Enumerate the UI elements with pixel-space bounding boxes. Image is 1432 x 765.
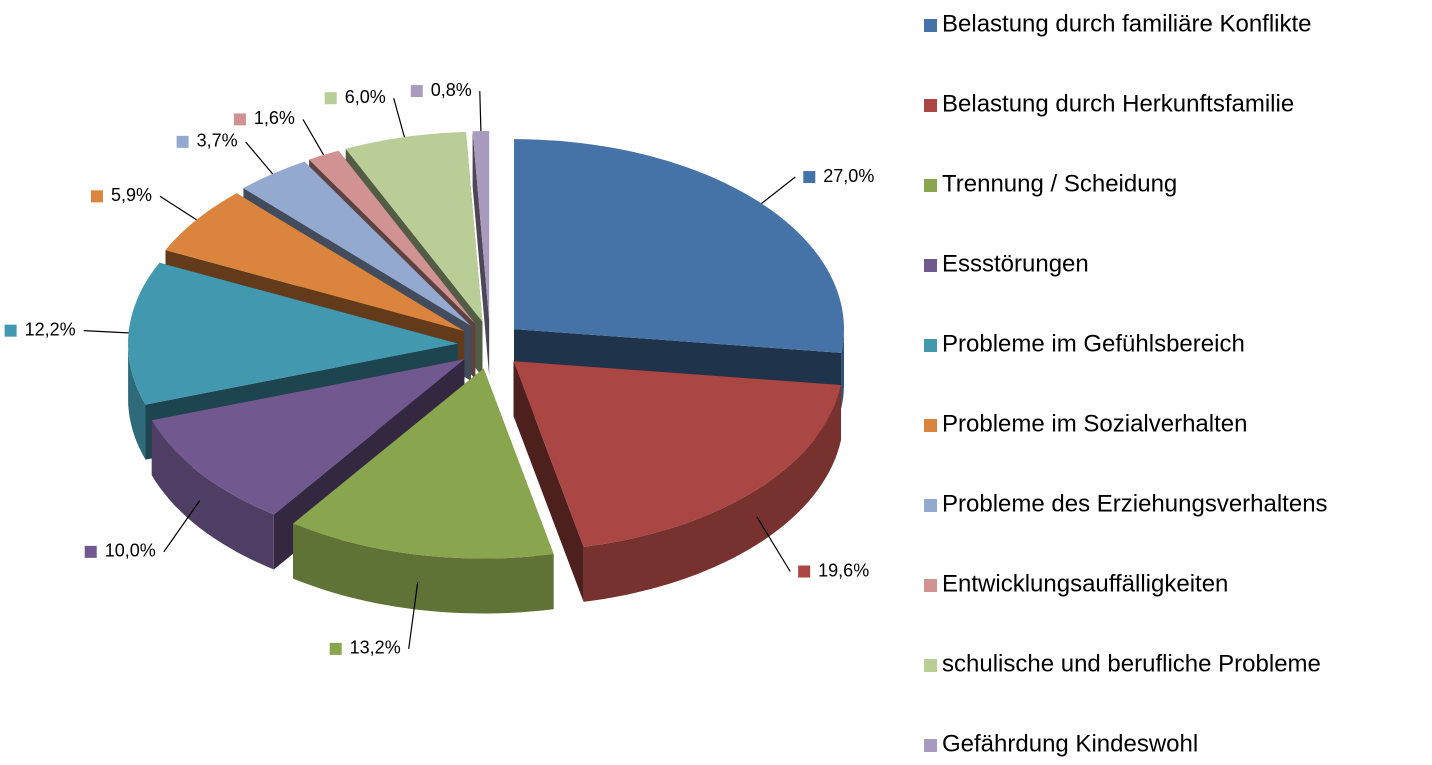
legend-swatch — [924, 19, 937, 32]
leader-line — [302, 119, 325, 156]
slice-top — [243, 161, 471, 326]
legend-label: Belastung durch familiäre Konflikte — [942, 10, 1312, 37]
data-label-swatch — [233, 113, 246, 126]
data-label: 1,6% — [254, 108, 295, 128]
data-label-swatch — [803, 171, 816, 184]
slice-side — [841, 329, 844, 408]
slice-top — [293, 368, 554, 559]
slice-top — [472, 131, 490, 321]
legend-swatch — [924, 179, 937, 192]
slice-side — [293, 523, 554, 614]
data-label-swatch — [329, 642, 342, 655]
leader-line — [159, 195, 197, 221]
slice-top — [128, 262, 459, 405]
slice-top — [514, 139, 844, 353]
legend-label: Probleme im Gefühlsbereich — [942, 330, 1245, 357]
legend-label: Essstörungen — [942, 250, 1089, 277]
data-label-swatch — [90, 190, 103, 203]
slice-top — [345, 131, 483, 322]
slice-top — [165, 193, 465, 331]
legend-label: Trennung / Scheidung — [942, 170, 1177, 197]
data-label: 10,0% — [105, 541, 156, 561]
legend-label: Gefährdung Kindeswohl — [942, 730, 1198, 757]
slice — [513, 361, 841, 602]
leader-line — [479, 91, 482, 132]
data-label-swatch — [176, 135, 189, 148]
leader-line — [393, 98, 405, 138]
slice — [293, 368, 554, 614]
data-label: 13,2% — [350, 638, 401, 658]
leader-line — [408, 582, 419, 649]
leader-line — [761, 176, 796, 204]
legend-swatch — [924, 739, 937, 752]
legend-label: schulische und berufliche Probleme — [942, 650, 1321, 677]
legend-swatch — [924, 659, 937, 672]
slice — [472, 131, 490, 376]
data-label: 0,8% — [431, 80, 472, 100]
legend-label: Probleme im Sozialverhalten — [942, 410, 1247, 437]
slice-top — [513, 361, 841, 547]
slice-wall — [472, 131, 490, 376]
data-label: 27,0% — [823, 166, 874, 186]
slice-side — [583, 385, 841, 602]
data-label: 19,6% — [818, 560, 869, 580]
data-label: 6,0% — [345, 87, 386, 107]
leader-line — [756, 516, 791, 572]
data-label-swatch — [798, 565, 811, 578]
data-label: 12,2% — [25, 319, 76, 339]
legend-swatch — [924, 419, 937, 432]
data-label-swatch — [84, 545, 97, 558]
legend-swatch — [924, 339, 937, 352]
legend-swatch — [924, 579, 937, 592]
leader-line — [163, 500, 201, 553]
data-label: 3,7% — [197, 131, 238, 151]
legend-label: Belastung durch Herkunftsfamilie — [942, 90, 1294, 117]
slice-side — [128, 343, 146, 460]
slice-wall — [513, 361, 584, 602]
data-label: 5,9% — [111, 185, 152, 205]
legend-label: Probleme des Erziehungsverhaltens — [942, 490, 1328, 517]
slice-top — [151, 359, 465, 515]
legend-label: Entwicklungsauffälligkeiten — [942, 570, 1228, 597]
data-label-swatch — [324, 92, 337, 105]
legend-swatch — [924, 259, 937, 272]
legend-swatch — [924, 99, 937, 112]
legend-swatch — [924, 499, 937, 512]
leader-line — [245, 141, 274, 175]
slice-side — [151, 420, 274, 570]
data-label-swatch — [410, 85, 423, 98]
leader-line — [83, 330, 129, 334]
data-label-swatch — [4, 324, 17, 337]
slice-top — [309, 150, 476, 324]
